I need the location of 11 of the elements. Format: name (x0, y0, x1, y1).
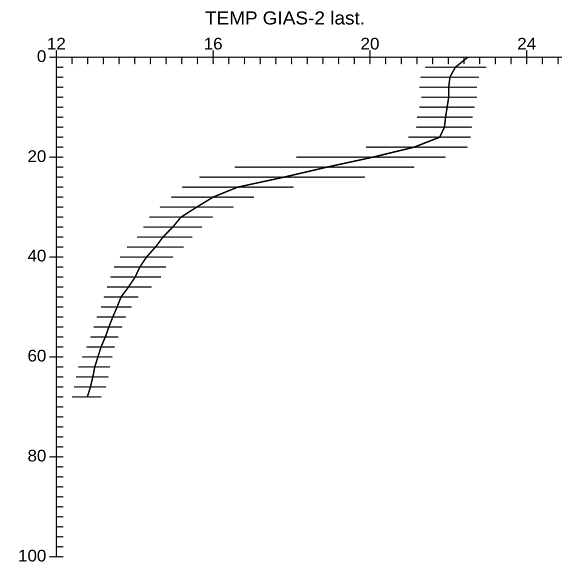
y-tick-label: 0 (36, 46, 46, 66)
chart-title: TEMP GIAS-2 last. (204, 8, 366, 30)
y-tick-label: 80 (27, 446, 46, 466)
y-tick-label: 60 (27, 346, 46, 366)
y-tick-label: 100 (18, 546, 46, 566)
x-tick-label: 24 (517, 34, 536, 54)
x-tick-label: 20 (360, 34, 380, 54)
y-tick-label: 20 (27, 146, 46, 166)
x-tick-label: 12 (46, 34, 66, 54)
y-tick-label: 40 (27, 246, 46, 266)
x-tick-label: 16 (204, 34, 223, 54)
